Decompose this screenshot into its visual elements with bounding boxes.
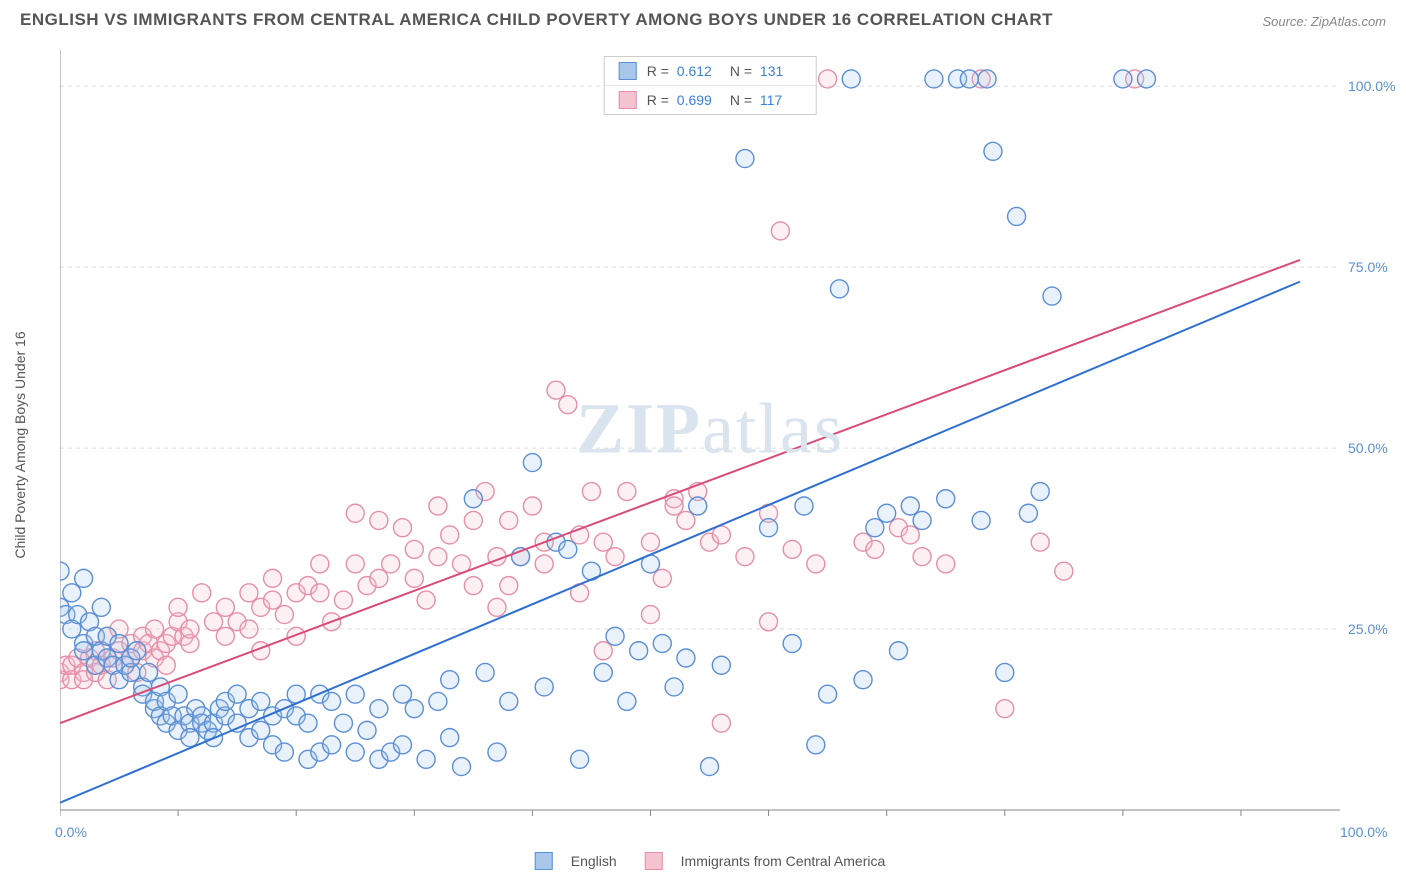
r-value-english: 0.612 bbox=[677, 63, 712, 79]
chart-header: ENGLISH VS IMMIGRANTS FROM CENTRAL AMERI… bbox=[0, 0, 1406, 44]
r-label: R = bbox=[647, 92, 673, 108]
x-tick-label-left: 0.0% bbox=[55, 824, 87, 840]
legend-item-english: English bbox=[535, 852, 617, 870]
legend-swatch-immigrants bbox=[645, 852, 663, 870]
r-value-immigrants: 0.699 bbox=[677, 92, 712, 108]
legend-swatch-english bbox=[535, 852, 553, 870]
y-tick-label: 75.0% bbox=[1348, 259, 1388, 275]
chart-container: Child Poverty Among Boys Under 16 ZIPatl… bbox=[60, 50, 1360, 840]
n-value-immigrants: 117 bbox=[760, 92, 782, 108]
r-label: R = bbox=[647, 63, 673, 79]
y-axis-label: Child Poverty Among Boys Under 16 bbox=[12, 331, 28, 558]
y-tick-label: 25.0% bbox=[1348, 621, 1388, 637]
n-label: N = bbox=[730, 63, 756, 79]
legend-swatch-english bbox=[619, 62, 637, 80]
legend-label-immigrants: Immigrants from Central America bbox=[681, 853, 886, 869]
series-legend: English Immigrants from Central America bbox=[535, 852, 886, 870]
legend-label-english: English bbox=[571, 853, 617, 869]
legend-item-immigrants: Immigrants from Central America bbox=[645, 852, 886, 870]
legend-swatch-immigrants bbox=[619, 91, 637, 109]
n-value-english: 131 bbox=[760, 63, 783, 79]
chart-title: ENGLISH VS IMMIGRANTS FROM CENTRAL AMERI… bbox=[20, 10, 1386, 30]
legend-row-english: R = 0.612 N = 131 bbox=[605, 57, 816, 86]
y-tick-label: 100.0% bbox=[1348, 78, 1395, 94]
source-label: Source: ZipAtlas.com bbox=[1262, 14, 1386, 29]
n-label: N = bbox=[730, 92, 756, 108]
correlation-legend: R = 0.612 N = 131 R = 0.699 N = 117 bbox=[604, 56, 817, 115]
x-tick-label-right: 100.0% bbox=[1340, 824, 1387, 840]
y-tick-label: 50.0% bbox=[1348, 440, 1388, 456]
scatter-chart bbox=[60, 50, 1360, 840]
legend-row-immigrants: R = 0.699 N = 117 bbox=[605, 86, 816, 114]
